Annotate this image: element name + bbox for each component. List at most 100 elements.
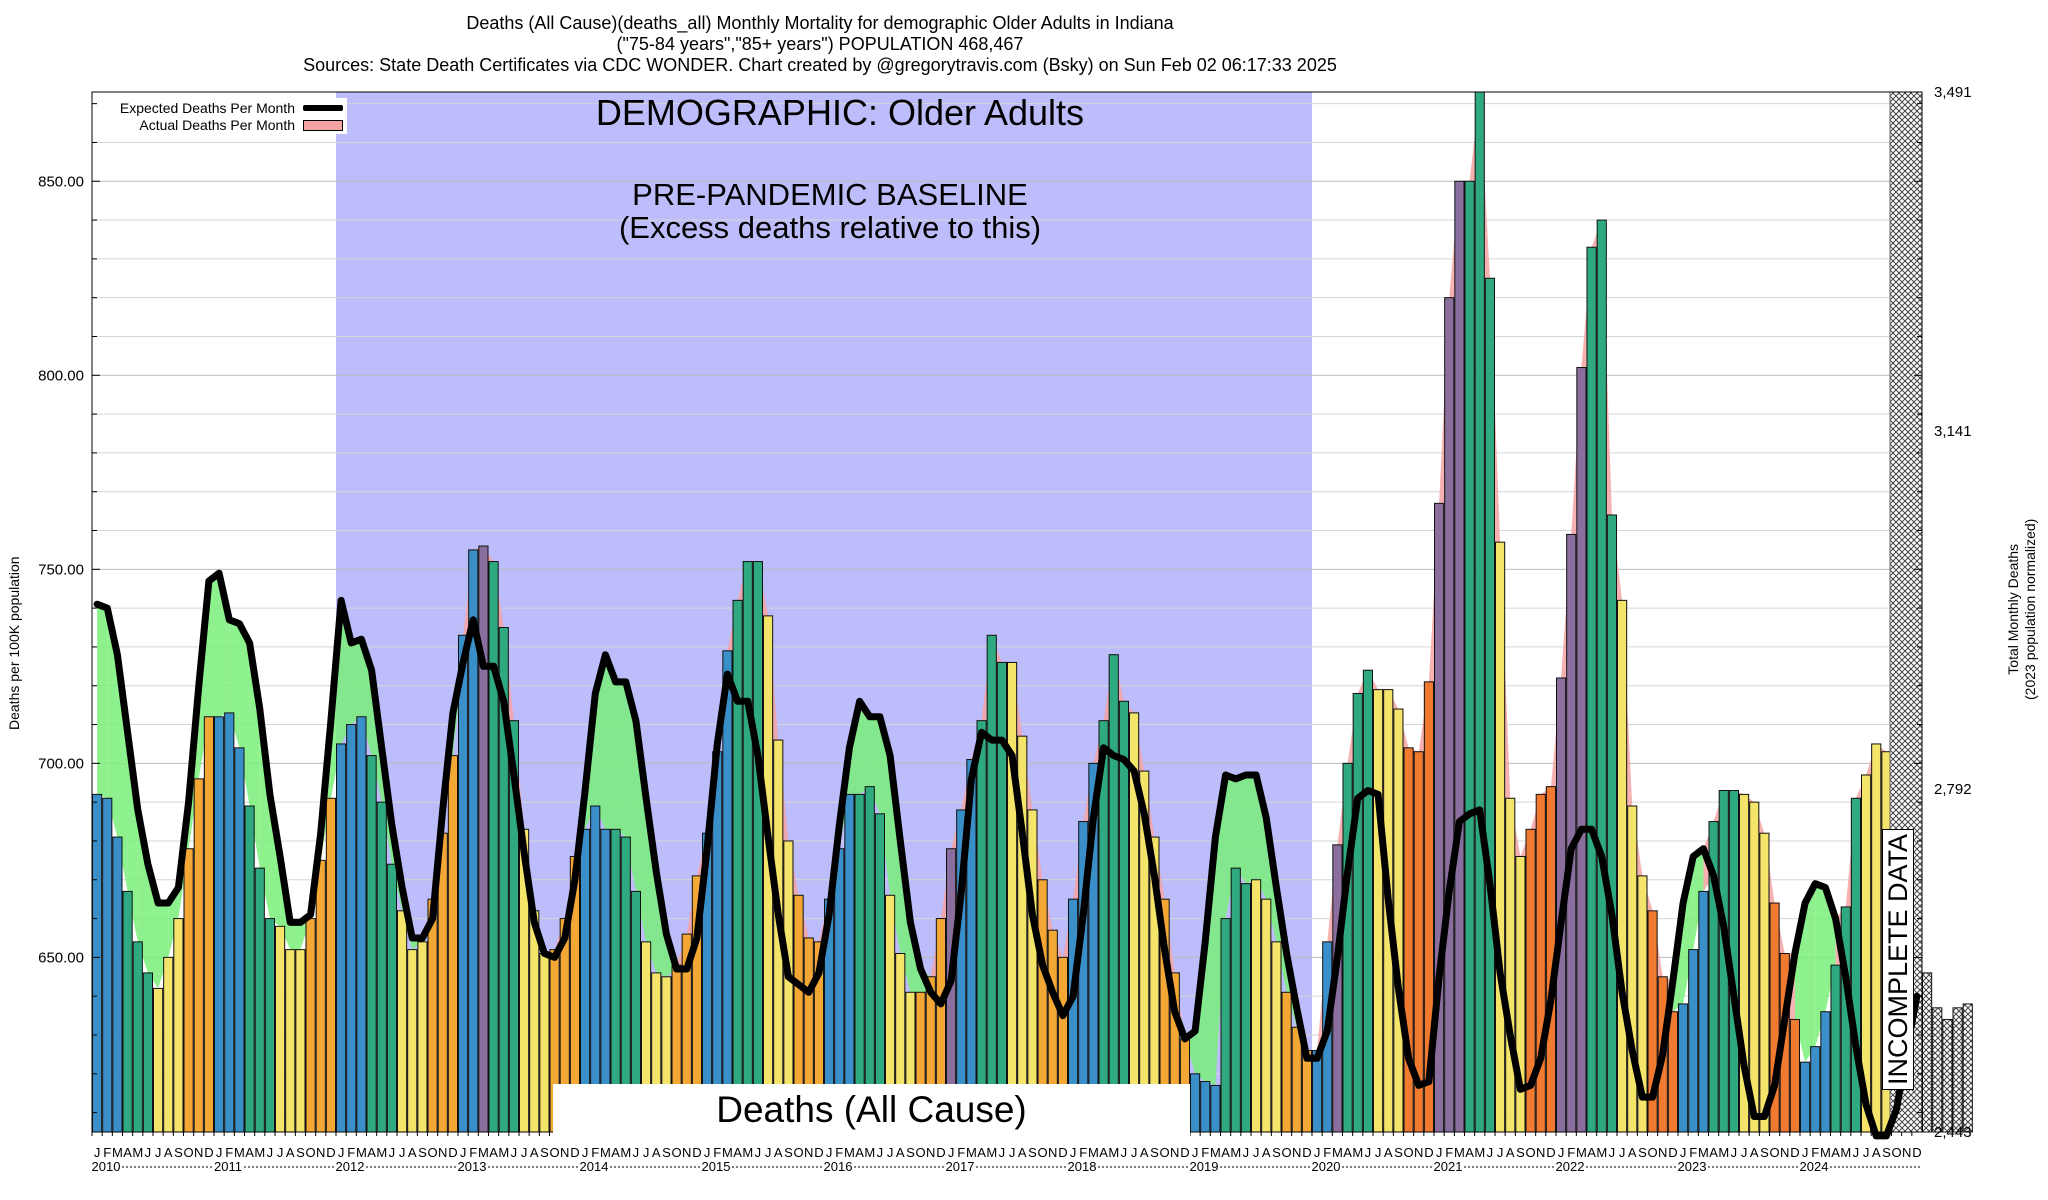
x-month-label: N bbox=[1414, 1145, 1423, 1160]
x-month-label: N bbox=[804, 1145, 813, 1160]
x-month-label: J bbox=[1121, 1145, 1128, 1160]
x-month-label: A bbox=[1465, 1145, 1474, 1160]
x-year-label: 2016 bbox=[824, 1159, 853, 1174]
x-month-label: D bbox=[1912, 1145, 1921, 1160]
bar-2020-apr bbox=[1342, 762, 1353, 1133]
bar-2012-oct bbox=[427, 898, 438, 1133]
bar-2025-mar bbox=[1942, 1018, 1953, 1133]
x-month-label: O bbox=[1770, 1145, 1780, 1160]
x-month-label: M bbox=[356, 1145, 367, 1160]
x-month-label: S bbox=[1150, 1145, 1159, 1160]
bar-2021-jul bbox=[1495, 541, 1506, 1133]
x-month-label: M bbox=[1596, 1145, 1607, 1160]
bar-2013-apr bbox=[488, 561, 499, 1133]
x-month-label: F bbox=[1323, 1145, 1331, 1160]
x-month-label: J bbox=[1436, 1145, 1443, 1160]
deficit-fill bbox=[1225, 774, 1236, 919]
x-month-label: S bbox=[296, 1145, 305, 1160]
bar-2022-feb bbox=[1566, 533, 1577, 1133]
x-month-label: A bbox=[1221, 1145, 1230, 1160]
deficit-fill bbox=[351, 639, 362, 725]
x-month-label: J bbox=[216, 1145, 223, 1160]
y-right-tick-label: 3,491 bbox=[1934, 84, 1972, 101]
x-month-label: A bbox=[774, 1145, 783, 1160]
x-year-label: 2023 bbox=[1678, 1159, 1707, 1174]
x-month-label: F bbox=[957, 1145, 965, 1160]
x-month-label: J bbox=[1619, 1145, 1626, 1160]
x-year-label: 2012 bbox=[336, 1159, 365, 1174]
x-month-label: A bbox=[489, 1145, 498, 1160]
x-month-label: F bbox=[347, 1145, 355, 1160]
bar-2013-mar bbox=[478, 545, 489, 1133]
x-month-label: A bbox=[245, 1145, 254, 1160]
x-month-label: J bbox=[94, 1145, 101, 1160]
bar-2021-mar bbox=[1454, 180, 1465, 1133]
x-month-label: A bbox=[1506, 1145, 1515, 1160]
bar-2019-feb bbox=[1200, 1081, 1211, 1133]
x-month-label: N bbox=[1902, 1145, 1911, 1160]
x-month-label: J bbox=[460, 1145, 467, 1160]
x-month-label: M bbox=[844, 1145, 855, 1160]
bar-2012-apr bbox=[366, 755, 377, 1133]
x-month-label: N bbox=[438, 1145, 447, 1160]
x-month-label: J bbox=[765, 1145, 772, 1160]
x-month-label: A bbox=[1099, 1145, 1108, 1160]
x-month-label: J bbox=[1609, 1145, 1616, 1160]
x-month-label: F bbox=[1811, 1145, 1819, 1160]
x-year-label: 2013 bbox=[458, 1159, 487, 1174]
x-month-label: N bbox=[1536, 1145, 1545, 1160]
x-month-label: S bbox=[1394, 1145, 1403, 1160]
bar-2020-sep bbox=[1393, 708, 1404, 1133]
deficit-fill bbox=[1256, 774, 1267, 900]
x-month-label: F bbox=[103, 1145, 111, 1160]
bar-2020-jun bbox=[1362, 669, 1374, 1133]
x-month-label: M bbox=[132, 1145, 143, 1160]
bar-2011-oct bbox=[305, 918, 316, 1133]
x-month-label: A bbox=[164, 1145, 173, 1160]
bar-2011-jan bbox=[214, 716, 225, 1133]
x-month-label: S bbox=[1028, 1145, 1037, 1160]
deficit-fill bbox=[97, 604, 108, 799]
y-right-tick-label: 2,443 bbox=[1934, 1124, 1972, 1141]
x-month-label: S bbox=[418, 1145, 427, 1160]
deficit-fill bbox=[208, 573, 220, 717]
x-month-label: O bbox=[1038, 1145, 1048, 1160]
bar-2017-jun bbox=[996, 661, 1007, 1133]
deficit-fill bbox=[1693, 848, 1704, 950]
bar-2020-may bbox=[1352, 692, 1363, 1133]
y-tick-label: 850.00 bbox=[38, 173, 84, 190]
x-month-label: J bbox=[1009, 1145, 1016, 1160]
x-month-label: N bbox=[1292, 1145, 1301, 1160]
x-year-label: 2018 bbox=[1068, 1159, 1097, 1174]
x-month-label: F bbox=[1445, 1145, 1453, 1160]
x-month-label: A bbox=[611, 1145, 620, 1160]
bar-2012-mar bbox=[356, 716, 367, 1133]
bar-2024-apr bbox=[1830, 964, 1841, 1133]
bar-2025-jan bbox=[1922, 972, 1933, 1133]
measure-label: Deaths (All Cause) bbox=[553, 1084, 1190, 1136]
deficit-fill bbox=[1815, 883, 1826, 1047]
bar-2011-jun bbox=[264, 918, 276, 1133]
x-month-label: O bbox=[672, 1145, 682, 1160]
x-month-label: N bbox=[926, 1145, 935, 1160]
chart-title-line3: Sources: State Death Certificates via CD… bbox=[303, 55, 1337, 75]
bar-2023-sep bbox=[1759, 832, 1770, 1133]
bar-2011-nov bbox=[315, 859, 326, 1133]
deficit-fill bbox=[107, 608, 118, 838]
x-month-label: A bbox=[1709, 1145, 1718, 1160]
x-month-label: O bbox=[794, 1145, 804, 1160]
x-month-label: J bbox=[1741, 1145, 1748, 1160]
bar-2013-sep bbox=[539, 952, 550, 1133]
x-month-label: A bbox=[408, 1145, 417, 1160]
deficit-fill bbox=[859, 701, 870, 795]
x-month-label: D bbox=[1424, 1145, 1433, 1160]
x-month-label: M bbox=[478, 1145, 489, 1160]
x-month-label: F bbox=[1079, 1145, 1087, 1160]
bar-2011-apr bbox=[244, 805, 255, 1133]
x-month-label: D bbox=[936, 1145, 945, 1160]
bar-2020-jan bbox=[1312, 1050, 1323, 1133]
x-month-label: S bbox=[906, 1145, 915, 1160]
bar-2017-jul bbox=[1007, 661, 1018, 1133]
baseline-label-line2: (Excess deaths relative to this) bbox=[618, 210, 1042, 245]
bar-2010-dec bbox=[203, 716, 214, 1133]
